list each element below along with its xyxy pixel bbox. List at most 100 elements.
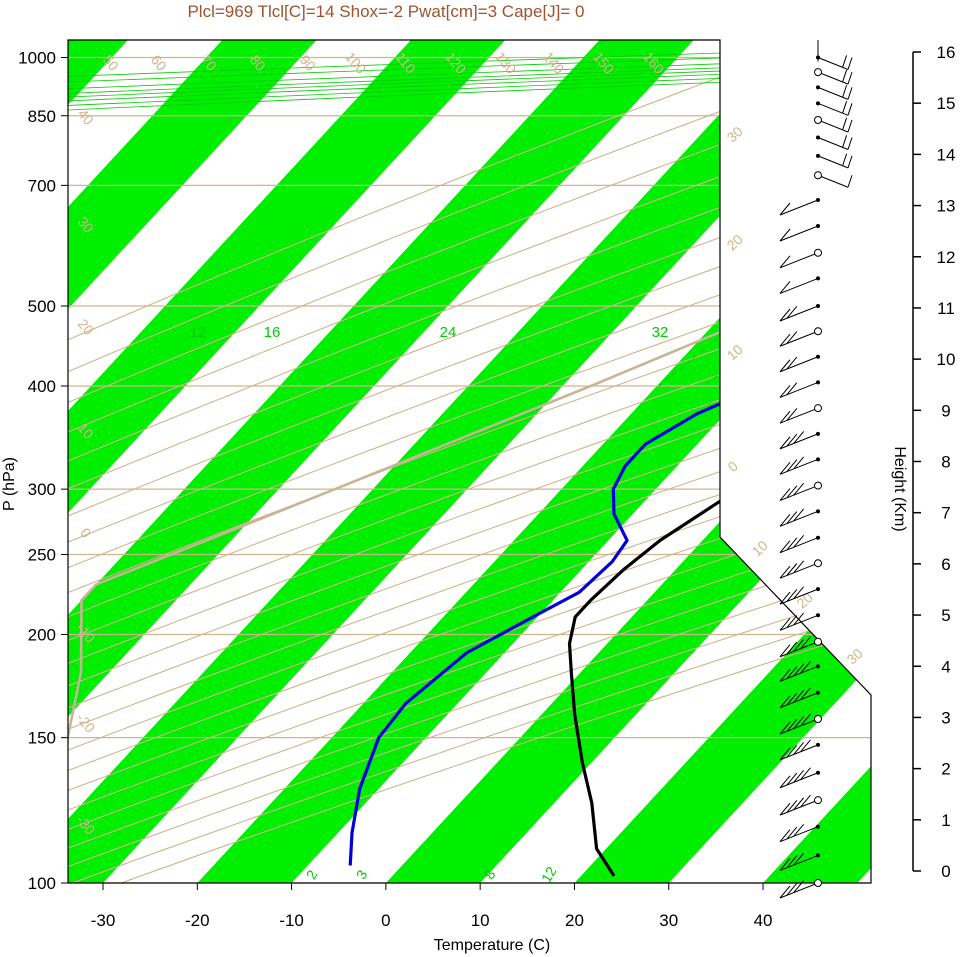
dry-adiabat-90 (68, 40, 871, 883)
wind-barb-flag-27-0 (847, 175, 853, 188)
wind-barb-flag-3-3 (800, 794, 811, 808)
wind-barb-flag-16-0 (779, 462, 791, 475)
wind-barb-flag-6-3 (800, 713, 811, 727)
mixing-ratio-line-5 (763, 40, 871, 387)
height-tick-label-5: 5 (941, 606, 950, 625)
height-tick-label-0: 0 (941, 862, 950, 881)
y-axis-title: P (hPa) (1, 457, 18, 511)
wind-barb-dot-11 (816, 587, 820, 592)
wind-barb-staff-10 (779, 614, 819, 631)
x-axis-title: Temperature (C) (434, 937, 550, 954)
left-label-6: -20 (73, 710, 98, 736)
isotherm-band-4 (68, 40, 317, 883)
isotherm-band-10 (574, 40, 871, 883)
wind-barb-flag-4-0 (779, 775, 791, 789)
wind-barb-staff-22 (779, 305, 819, 322)
height-tick-label-3: 3 (941, 708, 950, 727)
wind-barb-flag-10-1 (786, 615, 798, 628)
wind-barb-flag-30-1 (842, 117, 848, 130)
wind-barb-flag-4-2 (793, 770, 805, 783)
wind-barb-flag-5-3 (800, 739, 811, 753)
wind-barb-flag-28-0 (847, 155, 853, 169)
dry-adiabat-10 (68, 40, 871, 883)
moist-adiabat-32 (68, 40, 871, 585)
moist-adiabat-16 (68, 40, 871, 585)
wind-barb-flag-1-2 (793, 852, 805, 866)
plot-area (68, 40, 871, 883)
height-tick-label-16: 16 (937, 43, 956, 62)
wind-barb-flag-12-2 (793, 560, 805, 574)
wind-barb-flag-5-1 (786, 744, 798, 758)
wind-barb-flag-22-0 (779, 308, 791, 322)
wind-barb-flag-7-3 (800, 687, 811, 700)
dry-adiabat-label-100: 100 (342, 49, 369, 77)
dry-adiabat-40 (68, 40, 871, 883)
mixing-ratio-label-32: 32 (652, 324, 669, 341)
series-temperature-line (567, 58, 871, 877)
wind-barb-staff-20 (779, 356, 819, 373)
moist-adiabat-28 (68, 40, 871, 585)
wind-barb-staff-31 (817, 102, 849, 116)
dry-adiabat-60 (68, 40, 871, 883)
height-tick-label-1: 1 (941, 811, 950, 830)
wind-barb-staff-17 (779, 433, 819, 450)
chart-title: Plcl=969 Tlcl[C]=14 Shox=-2 Pwat[cm]=3 C… (187, 2, 584, 21)
wind-barb-flag-10-0 (779, 617, 791, 631)
wind-barb-flag-11-1 (786, 589, 798, 602)
wind-barb-circle-21 (814, 327, 822, 336)
wind-barb-flag-13-1 (786, 537, 798, 551)
wind-barb-dot-32 (816, 85, 820, 90)
wind-barb-flag-16-1 (786, 459, 798, 472)
y-tick-label-700: 700 (28, 176, 56, 195)
wind-barb-staff-5 (779, 744, 819, 761)
dry-adiabat-label-60: 60 (148, 52, 170, 74)
wind-barb-staff-8 (779, 665, 819, 682)
dry-adiabat-80 (68, 40, 871, 883)
wind-barb-flag-1-0 (779, 858, 791, 871)
mixing-bottom-label-12: 12 (538, 864, 560, 886)
right-label-1: 20 (724, 231, 746, 253)
wind-barb-staff-19 (779, 381, 819, 398)
wind-barb-flag-15-2 (793, 482, 805, 496)
wind-barb-dot-16 (816, 457, 820, 462)
isotherm-bands (68, 40, 871, 883)
wind-barb-dot-26 (816, 198, 820, 202)
wind-barb-flag-19-0 (779, 385, 791, 398)
x-tick-label-10: 10 (471, 911, 490, 930)
wind-barb-flag-9-1 (786, 641, 798, 655)
y-tick-label-400: 400 (28, 377, 56, 396)
wind-barb-dot-8 (816, 664, 820, 669)
isotherm-band-7 (68, 40, 871, 883)
right-label-4: 10 (749, 537, 771, 559)
wind-barb-circle-33 (814, 68, 822, 77)
wind-barb-flag-32-0 (847, 87, 853, 100)
right-label-6: 30 (844, 645, 866, 667)
wind-barb-flag-29-0 (847, 137, 853, 150)
wind-barb-staff-28 (817, 155, 849, 169)
y-tick-label-1000: 1000 (18, 48, 56, 67)
wind-barb-flag-13-0 (779, 540, 791, 554)
wind-barb-flag-22-1 (786, 305, 798, 319)
wind-barb-circle-24 (814, 248, 822, 257)
wind-barb-circle-3 (814, 796, 822, 805)
wind-barb-circle-27 (814, 171, 822, 180)
wind-barb-flag-2-2 (793, 823, 805, 837)
height-tick-label-6: 6 (941, 555, 950, 574)
y-tick-label-200: 200 (28, 625, 56, 644)
wind-barb-flag-34-0 (847, 57, 853, 70)
wind-barb-dot-4 (816, 770, 820, 775)
wind-barb-flag-1-1 (786, 855, 798, 869)
isotherm-band-6 (68, 40, 694, 883)
height-tick-label-7: 7 (941, 504, 950, 523)
wind-barb-flag-20-1 (786, 356, 798, 370)
wind-barb-flag-23-0 (779, 281, 791, 294)
wind-barb-staff-1 (779, 854, 819, 871)
wind-barb-flag-8-2 (793, 663, 805, 677)
wind-barb-staff-7 (779, 692, 819, 709)
mixing-ratio-label-24: 24 (440, 324, 457, 341)
wind-barb-flag-8-0 (779, 669, 791, 682)
x-tick-label--10: -10 (279, 911, 304, 930)
wind-barb-staff-30 (817, 119, 849, 133)
